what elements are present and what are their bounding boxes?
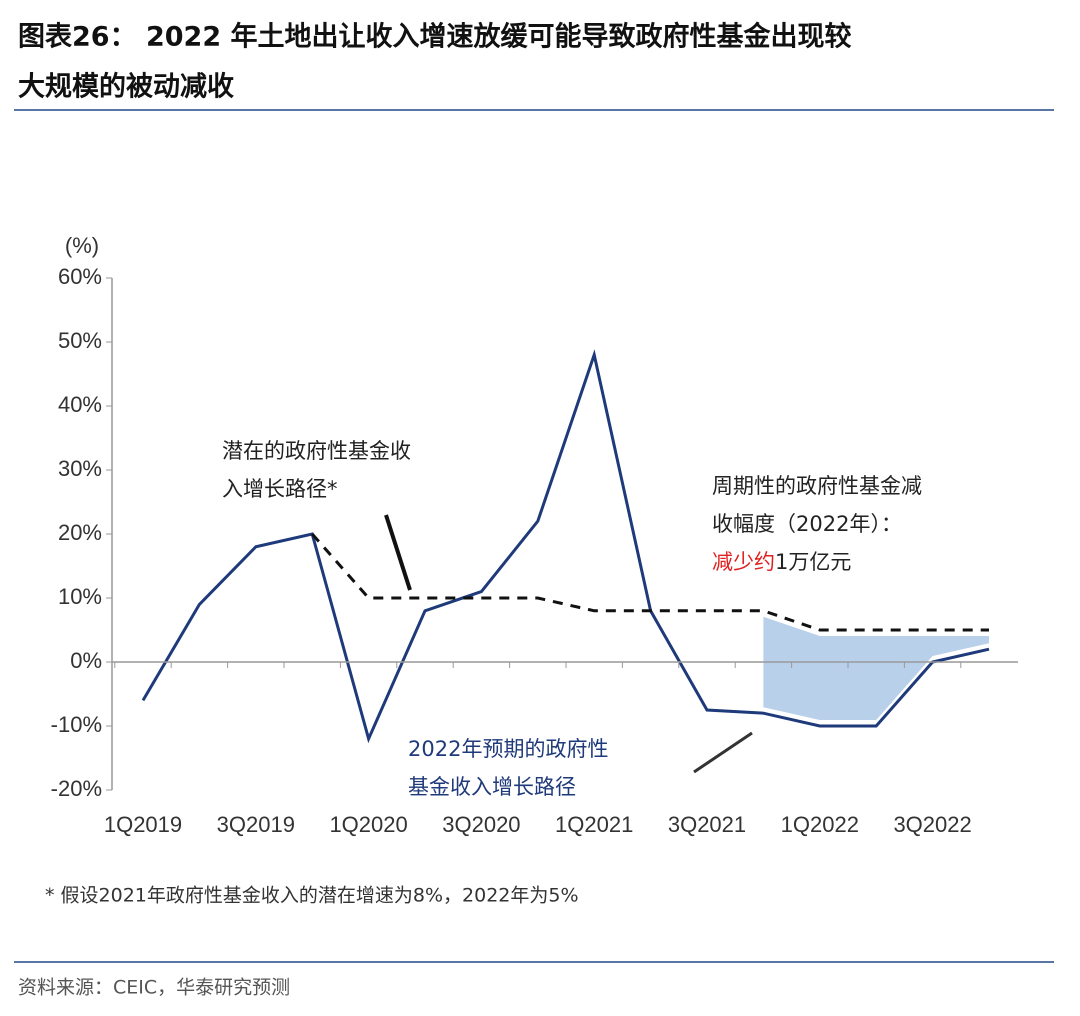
annotation: 潜在的政府性基金收 bbox=[222, 439, 411, 463]
annotation-red: 减少约 bbox=[712, 550, 775, 574]
chart-title: 图表26： 2022 年土地出让收入增速放缓可能导致政府性基金出现较 bbox=[18, 21, 852, 53]
x-tick-label: 1Q2022 bbox=[781, 812, 859, 837]
x-tick-label: 3Q2022 bbox=[893, 812, 971, 837]
y-tick-label: 60% bbox=[58, 264, 102, 289]
x-tick-label: 1Q2019 bbox=[104, 812, 182, 837]
annotation-amount: 1万亿元 bbox=[775, 550, 851, 574]
series-line bbox=[141, 349, 990, 744]
pointer bbox=[693, 731, 753, 774]
footnote: * 假设2021年政府性基金收入的潜在增速为8%，2022年为5% bbox=[45, 885, 579, 907]
x-tick-label: 3Q2019 bbox=[217, 812, 295, 837]
y-tick-label: 30% bbox=[58, 456, 102, 481]
y-tick-label: 40% bbox=[58, 392, 102, 417]
chart-title: 大规模的被动减收 bbox=[18, 71, 234, 103]
source: 资料来源：CEIC，华泰研究预测 bbox=[18, 977, 290, 999]
y-tick-label: -20% bbox=[51, 776, 102, 801]
y-tick-label: 10% bbox=[58, 584, 102, 609]
x-tick-label: 1Q2020 bbox=[329, 812, 407, 837]
y-axis-label: (%) bbox=[65, 233, 99, 258]
annotation: 周期性的政府性基金减 bbox=[712, 474, 922, 498]
annotation: 2022年预期的政府性 bbox=[408, 737, 608, 761]
annotation: 入增长路径* bbox=[222, 477, 338, 501]
x-tick-label: 3Q2020 bbox=[442, 812, 520, 837]
pointer bbox=[384, 514, 412, 591]
y-tick-label: -10% bbox=[51, 712, 102, 737]
annotation: 收幅度（2022年）： bbox=[712, 512, 902, 536]
y-tick-label: 0% bbox=[70, 648, 102, 673]
x-tick-label: 3Q2021 bbox=[668, 812, 746, 837]
annotation: 基金收入增长路径 bbox=[408, 775, 576, 799]
y-tick-label: 20% bbox=[58, 520, 102, 545]
y-tick-label: 50% bbox=[58, 328, 102, 353]
x-tick-label: 1Q2021 bbox=[555, 812, 633, 837]
shortfall-area bbox=[763, 616, 989, 720]
annotation: 减少约1万亿元 bbox=[712, 550, 851, 574]
series-line bbox=[311, 533, 989, 632]
